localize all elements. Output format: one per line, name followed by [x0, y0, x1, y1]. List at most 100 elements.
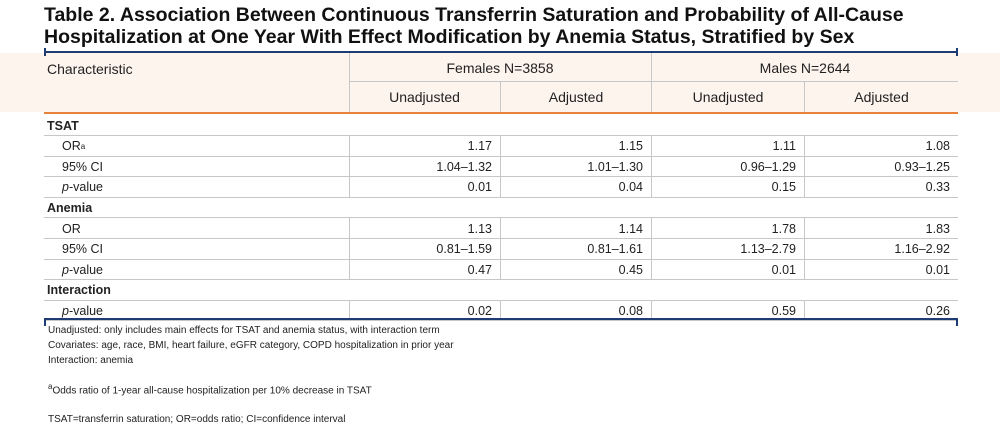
table-cell: 1.15	[618, 139, 643, 154]
footnote-interaction: Interaction: anemia	[48, 355, 134, 366]
table-cell: 1.01–1.30	[587, 159, 643, 174]
table-row: 95% CI 1.04–1.32 1.01–1.30 0.96–1.29 0.93–1.…	[44, 156, 958, 178]
row-label: 95% CI	[62, 239, 103, 260]
table-cell: 0.81–1.61	[587, 242, 643, 257]
section-label: TSAT	[47, 118, 79, 133]
row-rule	[44, 320, 958, 322]
column-divider	[349, 259, 350, 281]
row-label-text: -value	[68, 303, 103, 318]
table-title: Table 2. Association Between Continuous …	[44, 4, 974, 48]
table-row: p -value 0.01 0.04 0.15 0.33	[44, 176, 958, 198]
table-title-line-2: Hospitalization at One Year With Effect …	[44, 26, 855, 48]
row-rule	[44, 299, 958, 301]
table-cell: 0.04	[618, 180, 643, 195]
row-label-superscript: a	[80, 141, 86, 151]
column-divider	[651, 259, 652, 281]
column-divider	[651, 135, 652, 157]
row-label-italic-prefix: p	[62, 303, 69, 318]
table-cell: 0.45	[618, 262, 643, 277]
table-cell: 1.13–2.79	[740, 242, 796, 257]
footnote-abbreviations: TSAT=transferrin saturation; OR=odds rat…	[48, 414, 346, 425]
row-label-italic-prefix: p	[62, 262, 69, 277]
section-row: TSAT	[44, 115, 958, 136]
row-rule	[44, 196, 958, 198]
bottom-rule-right-tick	[956, 318, 958, 326]
footnote-a-marker: a	[48, 382, 53, 391]
table-cell: 1.16–2.92	[894, 242, 950, 257]
column-divider	[804, 156, 805, 178]
column-divider	[651, 238, 652, 260]
column-divider	[651, 300, 652, 322]
header-row-groups: Characteristic Females N=3858 Males N=26…	[44, 53, 958, 82]
row-label-text: 95% CI	[62, 242, 103, 257]
table-cell: 0.33	[925, 180, 950, 195]
column-divider	[804, 135, 805, 157]
header-divider	[651, 82, 652, 112]
section-label: Interaction	[47, 283, 111, 298]
header-divider	[804, 82, 805, 112]
header-females: Females N=3858	[446, 59, 554, 76]
table-cell: 1.17	[467, 139, 492, 154]
column-divider	[804, 176, 805, 198]
column-divider	[500, 238, 501, 260]
header-females-adjusted: Adjusted	[548, 89, 604, 105]
column-divider	[651, 218, 652, 239]
column-divider	[651, 156, 652, 178]
table-header: Characteristic Females N=3858 Males N=26…	[44, 53, 958, 112]
table-cell: 0.08	[618, 303, 643, 318]
header-divider	[349, 53, 350, 82]
row-label: p -value	[62, 177, 103, 198]
table-row: p -value 0.47 0.45 0.01 0.01	[44, 259, 958, 281]
table-row: OR 1.13 1.14 1.78 1.83	[44, 218, 958, 239]
row-label: p -value	[62, 259, 103, 280]
row-rule	[44, 135, 958, 136]
column-divider	[500, 259, 501, 281]
table-cell: 1.14	[618, 221, 643, 236]
row-rule	[44, 279, 958, 281]
table-cell: 1.78	[771, 221, 796, 236]
table-cell: 0.15	[771, 180, 796, 195]
column-divider	[349, 238, 350, 260]
header-accent-rule	[44, 112, 958, 114]
bottom-rule-left-tick	[44, 318, 46, 326]
header-males-adjusted: Adjusted	[854, 89, 909, 105]
column-divider	[349, 135, 350, 157]
table-cell: 1.11	[772, 139, 796, 154]
row-rule	[44, 176, 958, 178]
table-cell: 0.01	[925, 262, 950, 277]
header-males: Males N=2644	[759, 59, 851, 76]
top-rule-left-tick	[44, 48, 46, 56]
row-label-text: OR	[62, 139, 81, 154]
column-divider	[804, 300, 805, 322]
column-divider	[349, 300, 350, 322]
header-divider	[500, 82, 501, 112]
table-row: OR a 1.17 1.15 1.11 1.08	[44, 135, 958, 157]
header-divider	[651, 53, 652, 82]
row-rule	[44, 155, 958, 157]
row-label-text: 95% CI	[62, 159, 103, 174]
row-label-text: -value	[68, 180, 103, 195]
table-row: p -value 0.02 0.08 0.59 0.26	[44, 300, 958, 322]
column-divider	[349, 176, 350, 198]
row-label-text: OR	[62, 221, 81, 236]
column-divider	[500, 135, 501, 157]
footnote-covariates: Covariates: age, race, BMI, heart failur…	[48, 340, 454, 351]
column-divider	[500, 218, 501, 239]
header-males-unadjusted: Unadjusted	[692, 89, 764, 105]
row-label-italic-prefix: p	[62, 180, 69, 195]
header-subrule	[349, 81, 958, 82]
table-row: 95% CI 0.81–1.59 0.81–1.61 1.13–2.79 1.16–2.…	[44, 238, 958, 260]
column-divider	[804, 238, 805, 260]
table-cell: 1.04–1.32	[436, 159, 492, 174]
row-label: OR	[62, 218, 81, 239]
table-cell: 0.96–1.29	[740, 159, 796, 174]
row-rule	[44, 238, 958, 239]
column-divider	[349, 156, 350, 178]
table-cell: 1.13	[467, 221, 492, 236]
column-divider	[804, 259, 805, 281]
bottom-rule	[44, 318, 958, 320]
table-cell: 0.47	[467, 262, 492, 277]
header-divider	[349, 82, 350, 112]
column-divider	[500, 300, 501, 322]
row-label: p -value	[62, 300, 103, 321]
